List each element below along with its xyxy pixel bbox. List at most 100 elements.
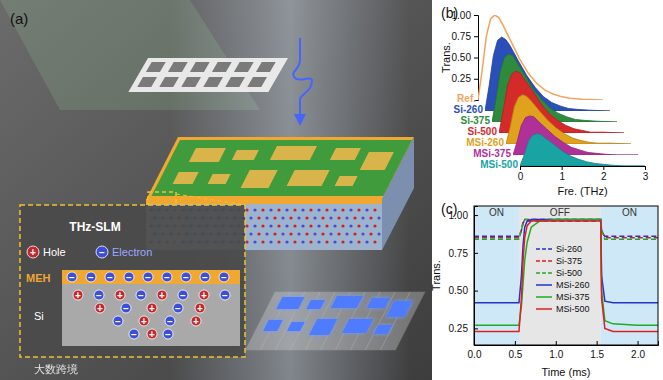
gold-pad [232,150,259,160]
tick: 0 [518,166,524,182]
series-line [474,220,658,326]
carrier-symbol: − [175,303,181,314]
carrier-dot [301,208,304,211]
layer-label: MEH [26,272,51,284]
output-glow [342,319,373,333]
carrier-dot [313,232,316,235]
mask-hole [190,62,210,72]
tick: 1.0 [549,341,563,360]
axis: 0.00.51.01.52.0 [468,341,659,360]
carrier [27,246,39,258]
axis: 0.250.500.751.00 [449,207,478,346]
carrier-dot [273,216,276,219]
carrier-dot [269,224,272,227]
output-spot [276,297,304,309]
tick: 0.25 [452,73,478,84]
legend-label: Si-260 [556,244,582,254]
legend-swatch [536,296,552,298]
meh-front [146,199,382,204]
mask-hole [146,62,166,72]
tick-mark [474,291,478,292]
carrier [220,290,230,300]
output-spot [367,298,390,308]
carrier-dot [309,240,312,243]
tick-mark [597,341,598,345]
carrier [199,290,209,300]
legend: Si-260Si-375Si-500MSi-260MSi-375MSi-500 [536,244,590,314]
axis-line [475,341,659,346]
output-spot [309,319,337,335]
carrier-dot [309,224,312,227]
carrier-dot [281,232,284,235]
carrier-symbol: − [131,329,137,340]
tick-mark [645,166,646,170]
carrier-dot [337,232,340,235]
carrier-dot [333,208,336,211]
gold-pad [173,172,199,184]
legend-label: MSi-500 [556,304,590,314]
output-spot [374,325,393,334]
carrier-symbol: + [75,290,81,301]
legend-label: MSi-375 [556,292,590,302]
carrier-dot [349,208,352,211]
carrier-dot [333,240,336,243]
series-label: MSi-500 [480,159,518,170]
mask [128,58,288,92]
meh-top [146,137,414,199]
output-pattern [245,292,425,350]
carrier-dot [349,224,352,227]
carrier-dot [345,216,348,219]
series-label: Si-500 [468,126,498,137]
series-label: Si-260 [454,104,484,115]
tick-label: 1 [559,171,565,182]
si-block [62,284,240,346]
legend-swatch [536,284,552,286]
output-glow [306,300,325,309]
carrier-dot [253,224,256,227]
series-label: MSi-375 [473,148,511,159]
carrier-symbol: − [107,272,113,283]
tick: 0.50 [449,285,478,296]
tick-mark [474,36,478,37]
carrier-dot [365,208,368,211]
carrier-symbol: + [141,316,147,327]
inset-title: THz-SLM [69,220,120,234]
output-glow [276,297,304,309]
carrier-symbol: − [99,247,105,258]
carrier-symbol: + [201,290,207,301]
carrier [165,316,175,326]
plot-frame [474,206,658,345]
mask-hole [137,77,157,87]
carrier-dot [365,224,368,227]
carrier-dot [261,240,264,243]
carrier-symbol: + [149,303,155,314]
output-spot [287,322,305,331]
carrier-dot [245,240,248,243]
output-spot [386,301,412,317]
carrier-symbol: + [149,329,155,340]
carrier-dot [257,216,260,219]
mask-hole [181,77,201,87]
mask-hole [159,77,179,87]
carrier-symbol: + [197,303,203,314]
carrier-dot [285,224,288,227]
output-glow [287,322,305,331]
carrier-dot [301,240,304,243]
panel-label: (b) [441,5,458,21]
series-line [474,220,658,240]
carrier-dot [289,216,292,219]
gold-pad [270,146,317,160]
carrier-symbol: − [69,272,75,283]
mask-plate [128,58,288,92]
axis-line [475,207,479,346]
tick-mark [515,341,516,345]
carrier-dot [377,216,380,219]
output-glow [331,296,363,308]
region-label: ON [622,207,637,218]
tick-mark [520,166,521,170]
carrier-symbol: − [221,272,227,283]
gold-pad [208,174,231,184]
carrier-dot [285,240,288,243]
tick-label: 1.5 [590,349,604,360]
panel-a: THz-SLM+Hole−ElectronMEHSi−−−−−−−−−+−+−+… [0,0,432,380]
